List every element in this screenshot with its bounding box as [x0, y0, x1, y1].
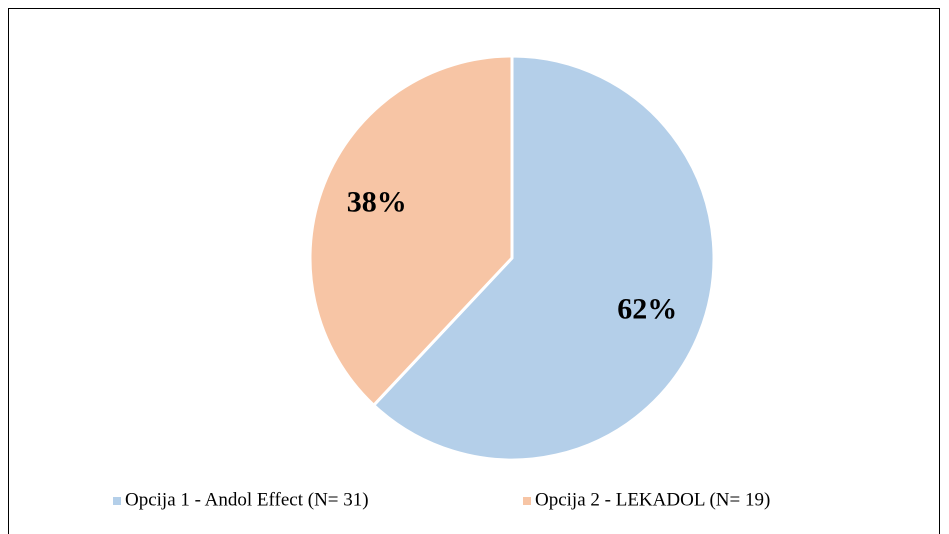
data-label: 38%: [347, 185, 407, 218]
legend-swatch: [523, 497, 531, 505]
data-label: 62%: [617, 292, 677, 325]
legend-label: Opcija 1 - Andol Effect (N= 31): [125, 489, 369, 510]
pie-slice: [372, 54, 716, 462]
pie-slice: [308, 54, 514, 407]
legend-label: Opcija 2 - LEKADOL (N= 19): [535, 489, 770, 510]
legend-swatch: [113, 497, 121, 505]
